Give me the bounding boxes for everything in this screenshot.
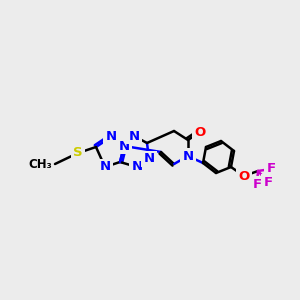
Text: N: N (128, 130, 140, 142)
Text: O: O (194, 125, 206, 139)
Text: N: N (143, 152, 155, 166)
Text: N: N (118, 140, 130, 152)
Text: N: N (131, 160, 142, 173)
Text: F: F (266, 163, 276, 176)
Text: F: F (252, 178, 262, 190)
Text: F: F (263, 176, 273, 188)
Text: S: S (73, 146, 83, 160)
Text: N: N (105, 130, 117, 143)
Text: N: N (99, 160, 111, 173)
Text: CH₃: CH₃ (28, 158, 52, 170)
Text: O: O (238, 169, 250, 182)
Text: N: N (182, 149, 194, 163)
